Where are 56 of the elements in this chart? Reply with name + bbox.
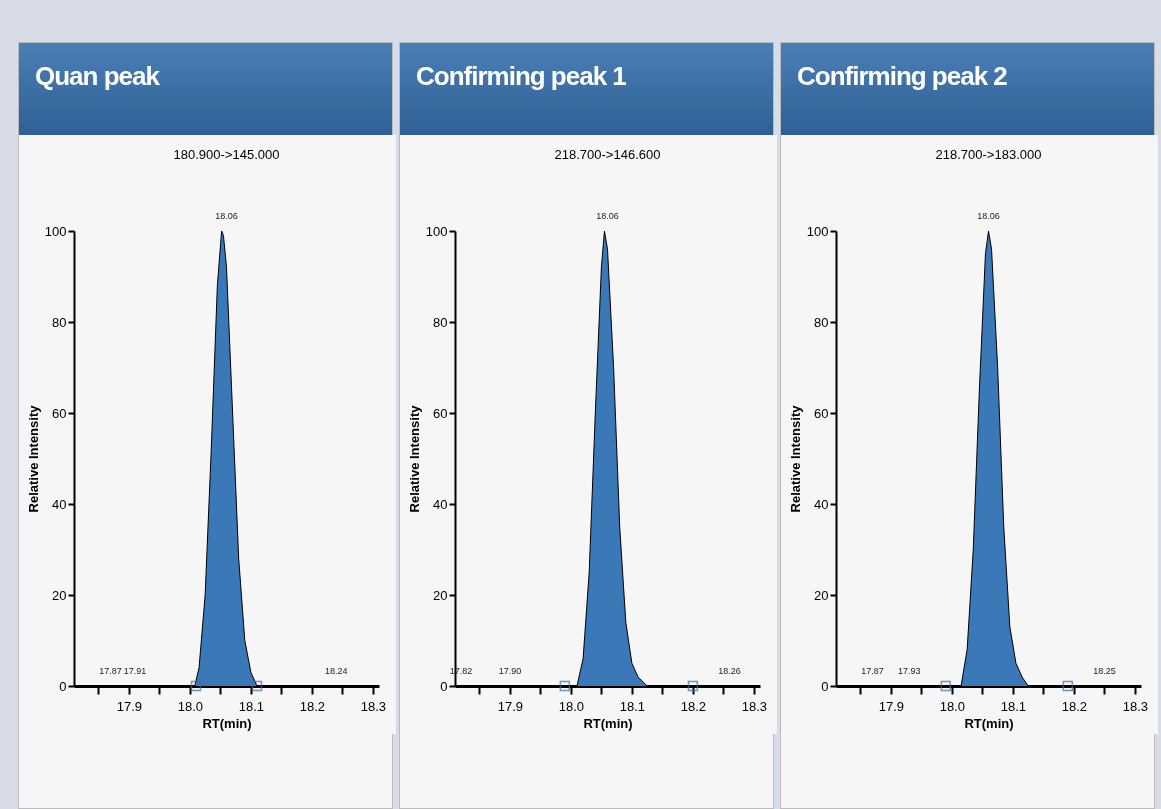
x-tick-label: 18.1 xyxy=(1000,698,1027,714)
chart-title: Confirming peak 1 xyxy=(400,43,773,135)
annotation: 18.24 xyxy=(325,666,348,676)
chart-title: Quan peak xyxy=(19,43,392,135)
y-tick-label: 0 xyxy=(821,678,829,694)
annotation: 17.87 xyxy=(861,666,884,676)
annotation: 18.25 xyxy=(1093,666,1116,676)
y-axis-title: Relative Intensity xyxy=(787,404,803,513)
x-axis-title: RT(min) xyxy=(583,715,633,731)
x-tick-label: 17.9 xyxy=(497,698,524,714)
y-tick-label: 80 xyxy=(433,314,448,330)
x-tick-label: 18.2 xyxy=(1061,698,1088,714)
chart-subtitle: 218.700->146.600 xyxy=(554,147,661,162)
y-tick-label: 80 xyxy=(814,314,829,330)
y-tick-label: 20 xyxy=(433,587,448,603)
x-tick-label: 18.0 xyxy=(939,698,966,714)
y-tick-label: 60 xyxy=(52,405,67,421)
y-tick-label: 20 xyxy=(52,587,67,603)
y-tick-label: 40 xyxy=(433,496,448,512)
x-tick-label: 18.1 xyxy=(619,698,646,714)
annotation: 17.87 xyxy=(99,666,122,676)
x-tick-label: 18.0 xyxy=(558,698,585,714)
y-tick-label: 40 xyxy=(52,496,67,512)
x-tick-label: 18.0 xyxy=(177,698,204,714)
y-tick-label: 100 xyxy=(44,223,67,239)
x-tick-label: 17.9 xyxy=(116,698,143,714)
y-tick-label: 60 xyxy=(814,405,829,421)
y-tick-label: 100 xyxy=(425,223,448,239)
y-axis-title: Relative Intensity xyxy=(406,404,422,513)
annotation: 18.26 xyxy=(718,666,741,676)
y-tick-label: 80 xyxy=(52,314,67,330)
x-tick-label: 18.2 xyxy=(299,698,326,714)
annotation: 17.91 xyxy=(123,666,147,676)
y-axis-title: Relative Intensity xyxy=(25,404,41,513)
x-axis-title: RT(min) xyxy=(964,715,1014,731)
y-tick-label: 60 xyxy=(433,405,448,421)
x-tick-label: 18.2 xyxy=(680,698,707,714)
chart-subtitle: 180.900->145.000 xyxy=(173,147,280,162)
y-tick-label: 20 xyxy=(814,587,829,603)
chart-subtitle: 218.700->183.000 xyxy=(935,147,1042,162)
x-axis-title: RT(min) xyxy=(202,715,252,731)
annotation: 17.93 xyxy=(897,666,921,676)
y-tick-label: 0 xyxy=(440,678,448,694)
annotation: 18.06 xyxy=(977,211,1000,221)
x-tick-label: 17.9 xyxy=(878,698,905,714)
annotation: 17.90 xyxy=(498,666,522,676)
y-tick-label: 40 xyxy=(814,496,829,512)
annotation: 18.06 xyxy=(596,211,619,221)
y-tick-label: 0 xyxy=(59,678,67,694)
x-tick-label: 18.3 xyxy=(741,698,768,714)
x-tick-label: 18.3 xyxy=(1122,698,1149,714)
chart-title: Confirming peak 2 xyxy=(781,43,1154,135)
annotation: 18.06 xyxy=(215,211,238,221)
x-tick-label: 18.3 xyxy=(360,698,387,714)
y-tick-label: 100 xyxy=(806,223,829,239)
x-tick-label: 18.1 xyxy=(238,698,265,714)
